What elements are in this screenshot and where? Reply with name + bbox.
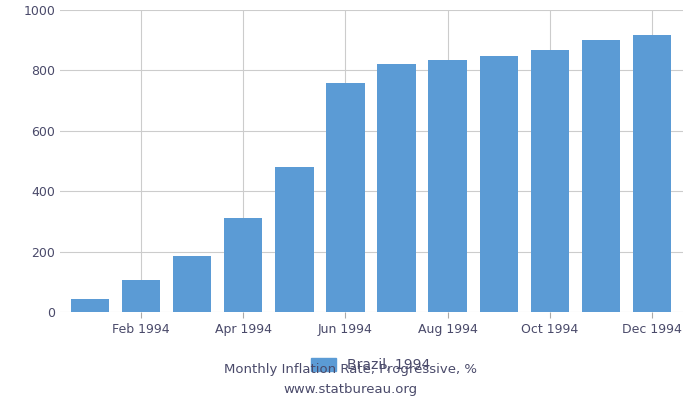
Bar (71, 299, 109, 312)
Bar (377, 64, 416, 312)
Bar (428, 60, 467, 312)
Bar (224, 218, 262, 312)
Bar (173, 256, 211, 312)
Bar (480, 56, 518, 312)
Bar (582, 40, 620, 312)
Text: Monthly Inflation Rate, Progressive, %: Monthly Inflation Rate, Progressive, % (223, 364, 477, 376)
Bar (326, 83, 365, 312)
Bar (633, 35, 671, 312)
Text: www.statbureau.org: www.statbureau.org (283, 383, 417, 396)
Bar (531, 50, 569, 312)
Legend: Brazil, 1994: Brazil, 1994 (312, 358, 430, 372)
Bar (275, 167, 314, 312)
Bar (122, 280, 160, 312)
